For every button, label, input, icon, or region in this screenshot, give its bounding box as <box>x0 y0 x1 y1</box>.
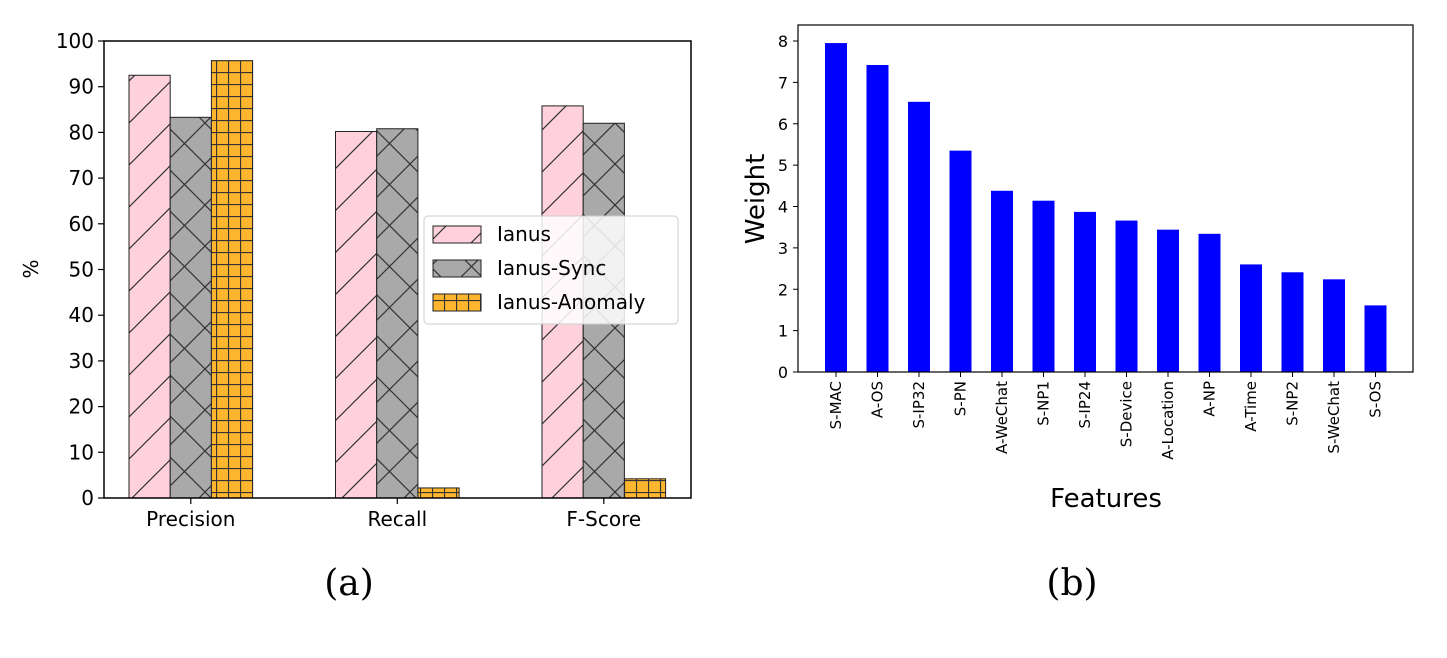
a-legend: Ianus Ianus-Sync Ianus-Anomaly <box>423 215 679 325</box>
a-legend-swatch-ianus <box>432 225 482 244</box>
a-legend-label-ianus-sync: Ianus-Sync <box>497 256 606 280</box>
b-plot-frame <box>797 24 1414 373</box>
b-y-tick-label: 1 <box>778 322 788 341</box>
a-bar-ianus-sync-recall <box>376 128 419 499</box>
b-bar-s-device <box>1115 220 1138 372</box>
b-x-tick-label-s-ip32: S-IP32 <box>910 381 928 429</box>
b-x-tick-label-s-ip24: S-IP24 <box>1076 381 1094 429</box>
a-bar-ianus-anomaly-f-score <box>623 478 667 499</box>
a-y-tick-label: 20 <box>69 395 94 419</box>
b-bar-s-ip32 <box>908 101 930 372</box>
b-bar-s-wechat <box>1323 279 1345 372</box>
panel-b-label: (b) <box>1046 563 1097 604</box>
a-x-tick-label: Precision <box>146 507 235 531</box>
b-y-tick-label: 5 <box>778 156 788 175</box>
a-legend-label-ianus: Ianus <box>497 222 551 246</box>
b-x-tick-label-s-pn: S-PN <box>952 381 970 416</box>
b-y-tick-label: 2 <box>778 280 788 299</box>
b-y-tick-label: 3 <box>778 239 788 258</box>
a-bar-ianus-recall <box>335 130 378 499</box>
b-x-tick-label-s-device: S-Device <box>1118 381 1136 447</box>
b-x-tick-label-a-time: A-Time <box>1242 381 1260 432</box>
b-bar-s-np1 <box>1032 200 1055 372</box>
b-bar-a-location <box>1157 229 1179 372</box>
a-y-tick-label: 100 <box>56 29 94 53</box>
a-y-tick-label: 0 <box>81 486 94 510</box>
b-bar-s-np2 <box>1281 272 1304 372</box>
b-bar-a-os <box>866 64 889 372</box>
b-x-tick-label-s-np2: S-NP2 <box>1284 381 1302 426</box>
a-x-tick-label: Recall <box>367 507 427 531</box>
b-x-tick-label-a-wechat: A-WeChat <box>993 381 1011 454</box>
a-legend-label-ianus-anomaly: Ianus-Anomaly <box>497 290 646 314</box>
a-x-tick-label: F-Score <box>566 507 641 531</box>
b-x-tick-label-a-np: A-NP <box>1201 381 1219 417</box>
a-y-tick-label: 10 <box>69 440 94 464</box>
a-y-tick-label: 80 <box>69 120 94 144</box>
a-bar-ianus-precision <box>128 74 171 499</box>
b-bar-a-time <box>1240 264 1262 372</box>
b-bar-a-wechat <box>991 190 1013 372</box>
a-legend-box <box>423 215 679 325</box>
a-y-tick-label: 50 <box>69 258 94 282</box>
b-x-tick-label-s-np1: S-NP1 <box>1035 381 1053 426</box>
b-y-tick-label: 8 <box>778 32 788 51</box>
b-x-tick-label-s-os: S-OS <box>1367 381 1385 418</box>
a-y-tick-label: 40 <box>69 303 94 327</box>
a-legend-swatch-ianus-sync <box>432 259 482 278</box>
a-y-axis-label: % <box>19 259 43 278</box>
b-y-tick-label: 6 <box>778 115 788 134</box>
b-bar-s-os <box>1364 305 1387 372</box>
a-bar-ianus-sync-precision <box>169 116 212 499</box>
precision-recall-chart: 0 10 20 30 40 50 60 70 80 90 100 Precision Recall F-… <box>19 29 692 604</box>
b-x-axis-label: Features <box>1050 484 1162 514</box>
b-y-tick-label: 4 <box>778 198 788 217</box>
feature-weights-chart: 0 1 2 3 4 5 6 7 8 S-MAC A-OS S-IP32 S-PN A-WeChat S-N… <box>741 24 1414 604</box>
a-y-axis: 0 10 20 30 40 50 60 70 80 90 100 <box>56 29 104 510</box>
a-legend-swatch-ianus-anomaly <box>432 293 482 312</box>
b-y-tick-label: 0 <box>778 363 788 382</box>
b-bar-s-ip24 <box>1074 211 1096 372</box>
a-y-tick-label: 60 <box>69 212 94 236</box>
b-y-tick-label: 7 <box>778 73 788 92</box>
a-bar-ianus-anomaly-recall <box>417 487 460 499</box>
a-y-tick-label: 90 <box>69 75 94 99</box>
b-x-axis: S-MAC A-OS S-IP32 S-PN A-WeChat S-NP1 S-IP24 S-… <box>827 372 1385 460</box>
b-x-tick-label-s-mac: S-MAC <box>827 381 845 429</box>
b-bar-s-pn <box>949 150 972 372</box>
panel-a-label: (a) <box>324 563 374 604</box>
b-y-axis-label: Weight <box>741 154 771 245</box>
a-x-axis: Precision Recall F-Score <box>146 498 641 531</box>
a-bar-ianus-anomaly-precision <box>210 60 254 499</box>
b-bars <box>825 43 1387 372</box>
b-y-axis: 0 1 2 3 4 5 6 7 8 <box>778 32 798 382</box>
b-bar-s-mac <box>825 43 847 372</box>
a-y-tick-label: 30 <box>69 349 94 373</box>
a-y-tick-label: 70 <box>69 166 94 190</box>
b-x-tick-label-s-wechat: S-WeChat <box>1325 381 1343 454</box>
b-x-tick-label-a-os: A-OS <box>869 381 887 418</box>
b-bar-a-np <box>1198 233 1221 372</box>
b-x-tick-label-a-location: A-Location <box>1159 381 1177 460</box>
